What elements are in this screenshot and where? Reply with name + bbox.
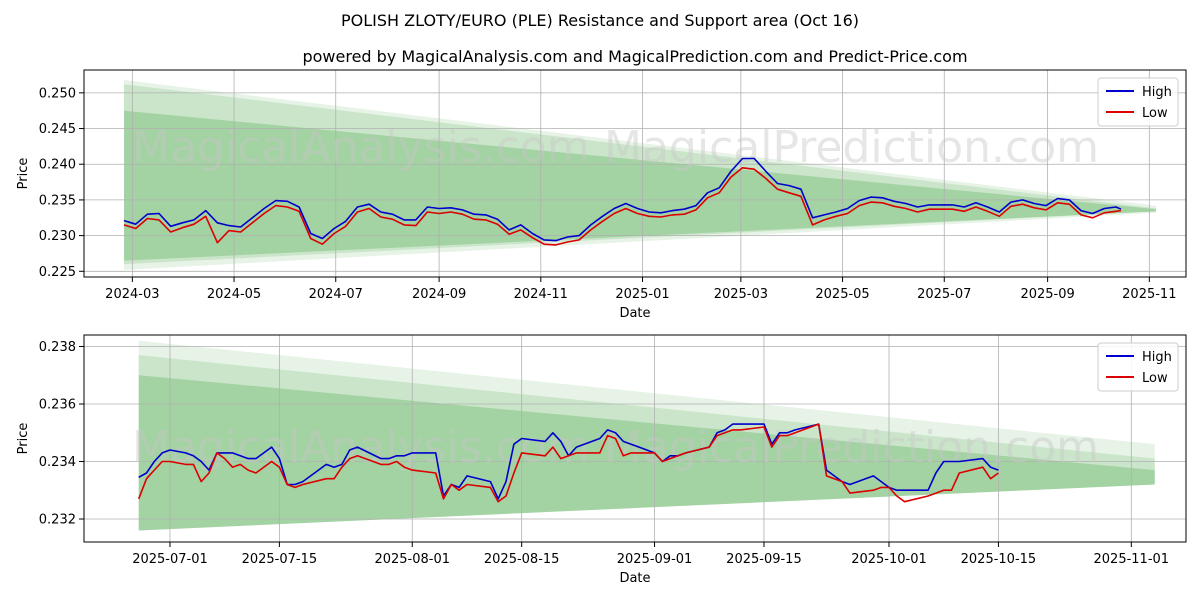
watermark-text: MagicalAnalysis.com [132, 422, 590, 473]
legend-label-high: High [1142, 350, 1172, 365]
y-tick-label: 0.225 [39, 265, 76, 280]
legend: High Low [1097, 342, 1179, 392]
watermark-text: MagicalAnalysis.com [132, 122, 590, 173]
x-tick-label: 2024-03 [105, 287, 159, 302]
series-line-low [137, 423, 999, 503]
series-line-low [123, 167, 1122, 246]
y-tick-label: 0.245 [39, 122, 76, 137]
y-tick-label: 0.236 [39, 398, 76, 413]
support-resistance-band [124, 110, 1156, 261]
y-tick-label: 0.240 [39, 158, 76, 173]
x-tick-label: 2024-11 [514, 287, 568, 302]
x-tick-label: 2024-07 [309, 287, 363, 302]
y-axis-label: Price [16, 423, 31, 455]
x-tick-label: 2025-03 [714, 287, 768, 302]
x-tick-label: 2025-01 [615, 287, 669, 302]
watermark-text: MagicalPrediction.com [604, 422, 1099, 473]
x-tick-label: 2025-07 [917, 287, 971, 302]
watermark-text: MagicalPrediction.com [604, 122, 1099, 173]
axes-frame [83, 69, 1187, 278]
y-tick-label: 0.232 [39, 513, 76, 528]
support-resistance-band [138, 340, 1155, 531]
y-axis-label: Price [16, 158, 31, 190]
x-tick-label: 2025-11-01 [1094, 552, 1170, 567]
support-resistance-band [124, 79, 1156, 270]
axes-frame [83, 334, 1187, 543]
x-tick-label: 2025-07-15 [242, 552, 318, 567]
x-tick-label: 2024-05 [207, 287, 261, 302]
figure-title: POLISH ZLOTY/EURO (PLE) Resistance and S… [341, 11, 859, 30]
x-axis-label: Date [619, 571, 650, 586]
y-tick-label: 0.230 [39, 229, 76, 244]
legend: High Low [1097, 77, 1179, 127]
main-chart-panel: powered by MagicalAnalysis.com and Magic… [16, 47, 1187, 321]
zoom-chart-panel: MagicalAnalysis.com MagicalPrediction.com… [16, 334, 1187, 586]
legend-label-low: Low [1142, 371, 1168, 386]
legend-label-high: High [1142, 85, 1172, 100]
x-tick-label: 2025-10-15 [961, 552, 1037, 567]
x-tick-label: 2025-07-01 [132, 552, 208, 567]
series-line-high [138, 423, 999, 500]
x-tick-label: 2025-08-01 [374, 552, 450, 567]
x-tick-label: 2025-05 [815, 287, 869, 302]
support-resistance-band [138, 355, 1155, 531]
x-tick-label: 2025-09 [1020, 287, 1074, 302]
x-tick-label: 2025-11 [1122, 287, 1176, 302]
x-axis-label: Date [619, 306, 650, 321]
y-tick-label: 0.250 [39, 86, 76, 101]
x-tick-label: 2025-09-15 [726, 552, 802, 567]
support-resistance-band [124, 84, 1156, 265]
x-tick-label: 2025-10-01 [851, 552, 927, 567]
chart-title: powered by MagicalAnalysis.com and Magic… [302, 47, 967, 66]
legend-label-low: Low [1142, 106, 1168, 121]
series-line-high [123, 157, 1122, 242]
x-tick-label: 2024-09 [412, 287, 466, 302]
y-tick-label: 0.234 [39, 455, 76, 470]
x-tick-label: 2025-09-01 [617, 552, 693, 567]
y-tick-label: 0.235 [39, 193, 76, 208]
y-tick-label: 0.238 [39, 340, 76, 355]
x-tick-label: 2025-08-15 [484, 552, 560, 567]
